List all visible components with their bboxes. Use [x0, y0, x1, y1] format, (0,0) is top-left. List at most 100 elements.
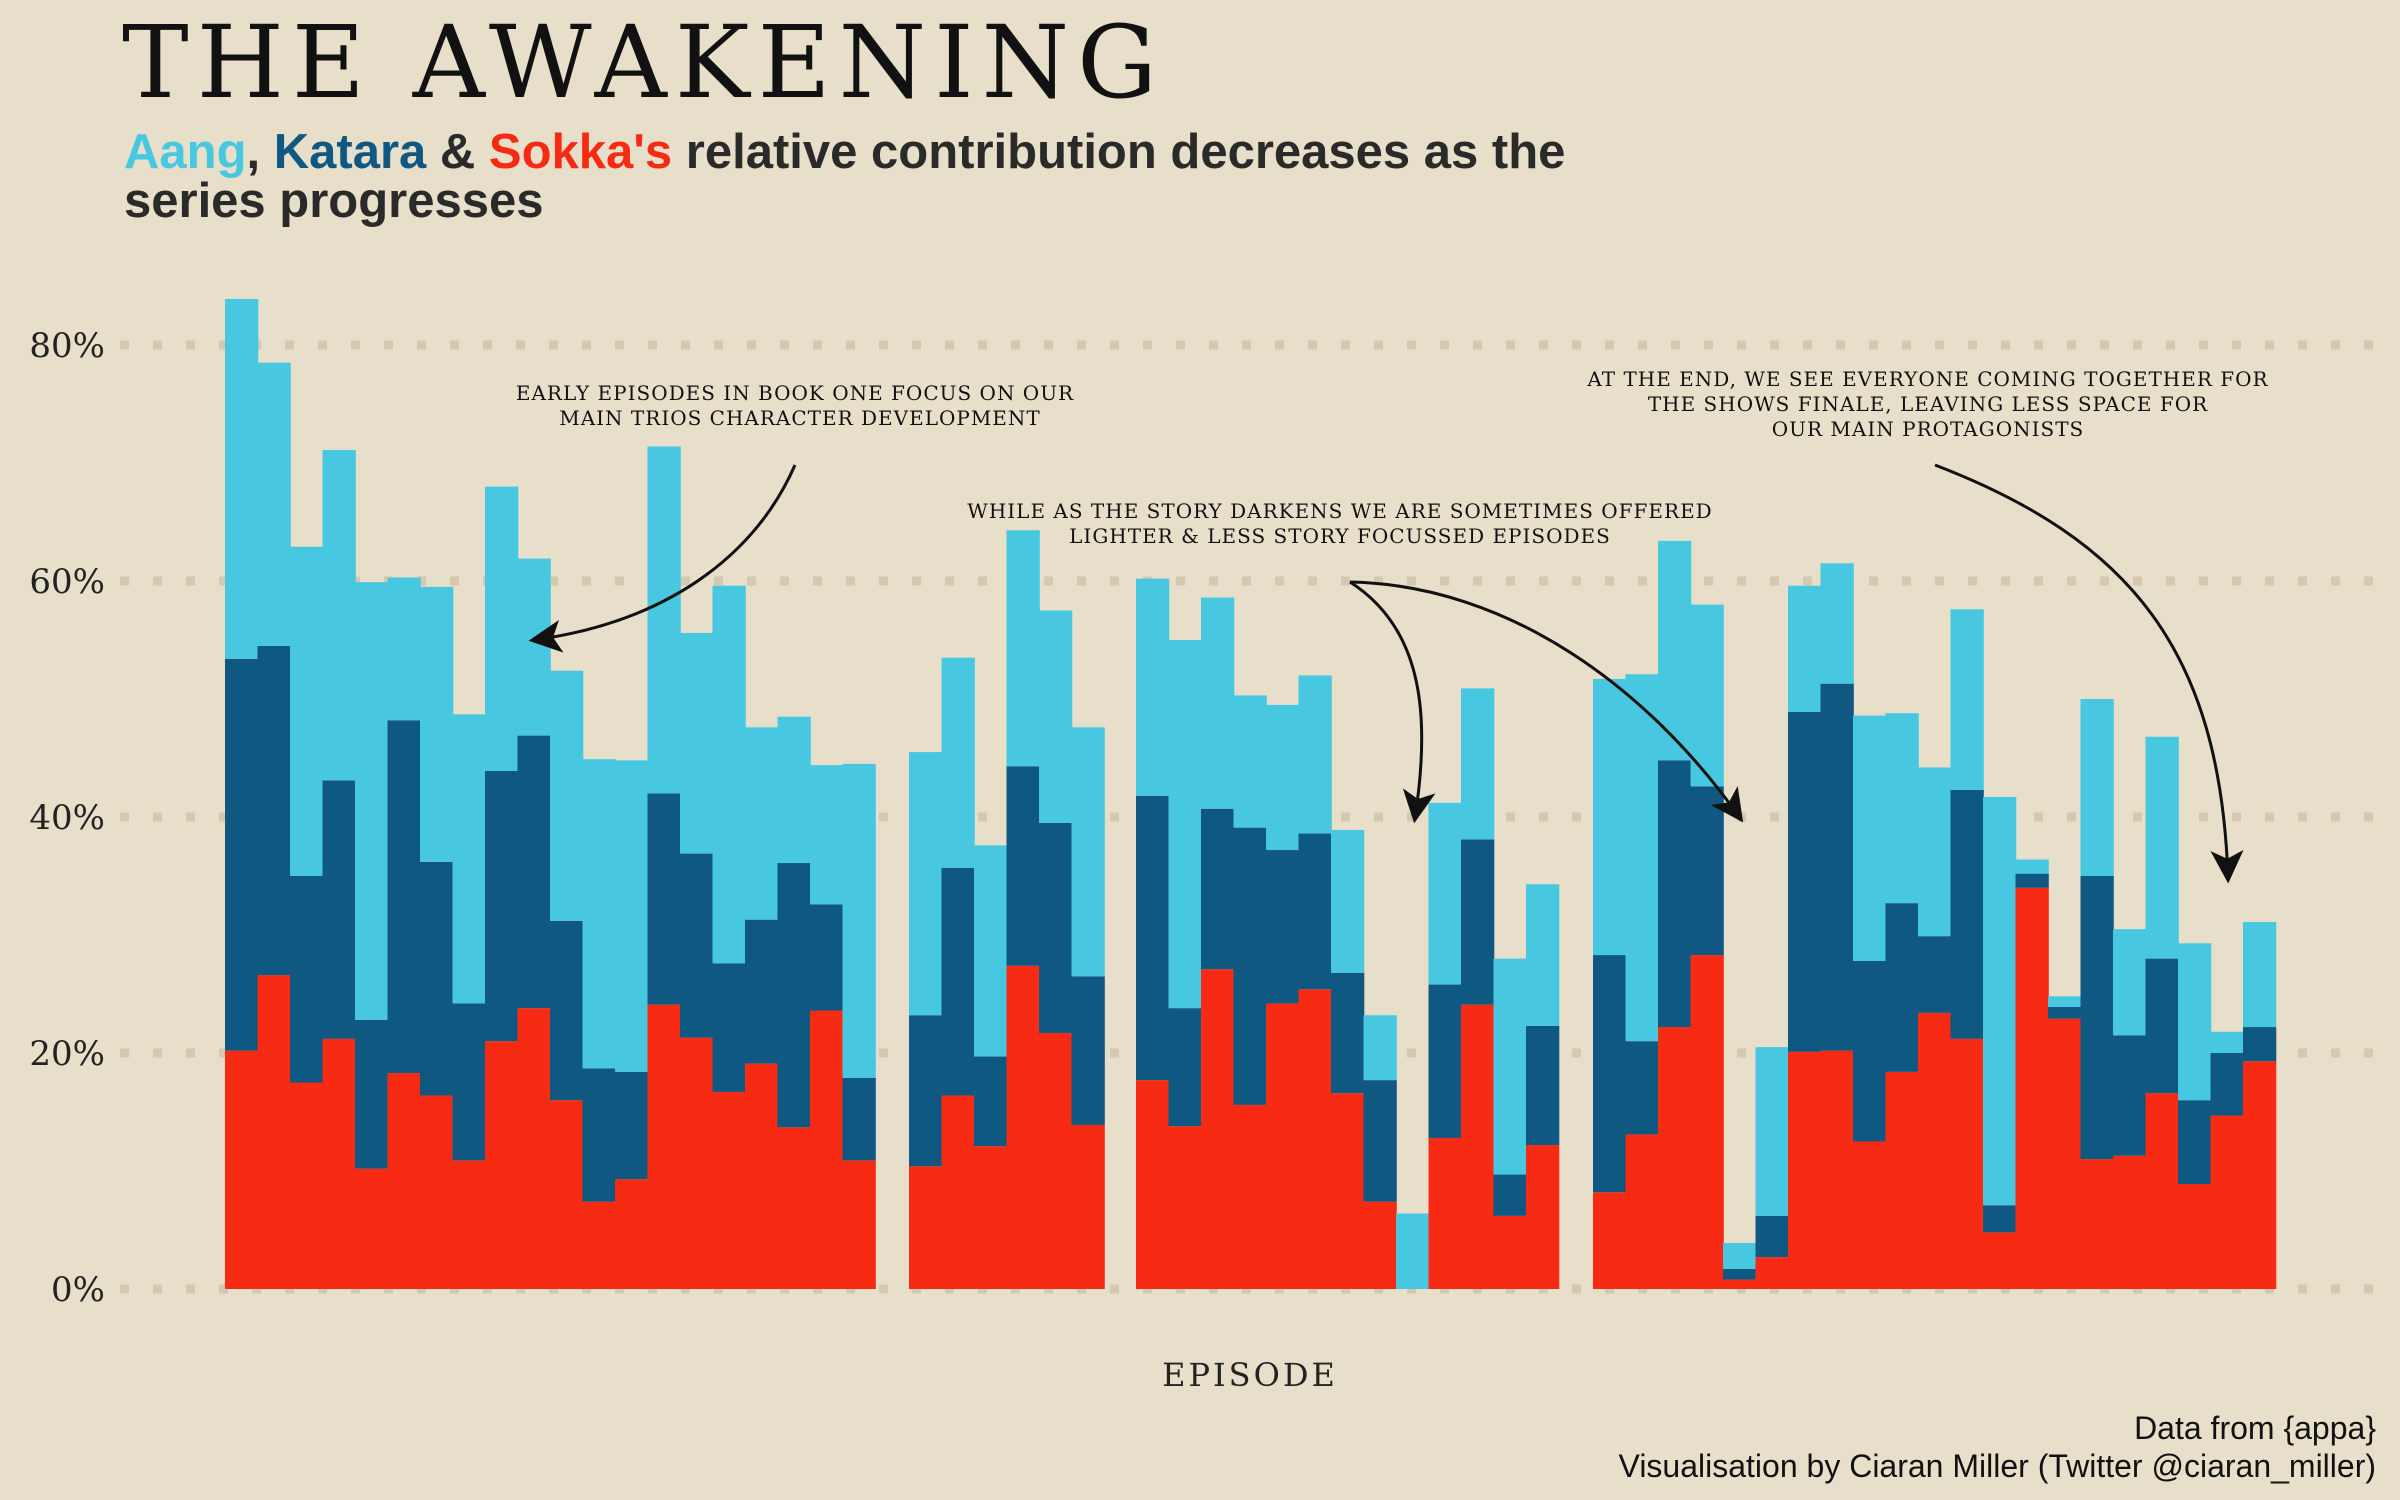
bar-segment-sokka [2080, 1159, 2114, 1289]
bar-segment-katara [290, 876, 324, 1083]
bar-segment-sokka [1006, 965, 1040, 1289]
bar-segment-sokka [1788, 1051, 1822, 1289]
bar-segment-sokka [2113, 1155, 2147, 1289]
bar-segment-aang [452, 714, 486, 1004]
bar-segment-katara [909, 1015, 943, 1167]
bar-segment-katara [1461, 839, 1495, 1005]
bar-segment-aang [1006, 530, 1040, 767]
bar-segment-katara [1526, 1025, 1560, 1146]
y-tick-label: 0% [51, 1270, 105, 1310]
bar-segment-aang [1690, 604, 1724, 787]
subtitle-sokka: Sokka's [488, 125, 673, 179]
subtitle-sep-1: , [246, 125, 274, 179]
bar-segment-katara [1853, 960, 1887, 1142]
bar-segment-sokka [745, 1063, 779, 1289]
bar-segment-katara [1331, 972, 1365, 1094]
bar-segment-katara [1658, 760, 1692, 1028]
chart-title: THE AWAKENING [122, 4, 1165, 121]
bar-segment-katara [452, 1003, 486, 1161]
bar-segment-katara [1428, 984, 1462, 1138]
bar-segment-katara [1983, 1205, 2017, 1233]
bar-segment-katara [974, 1056, 1008, 1147]
bar-segment-sokka [1461, 1004, 1495, 1289]
bar-segment-aang [485, 486, 519, 771]
credit-data-source: Data from {appa} [2134, 1410, 2376, 1446]
bar-segment-aang [745, 727, 779, 920]
bar-segment-aang [712, 585, 746, 964]
bar-segment-sokka [1820, 1050, 1854, 1289]
bar-segment-sokka [777, 1127, 811, 1289]
bar-segment-aang [2178, 943, 2212, 1101]
bar-group [1593, 540, 2277, 1289]
bar-segment-aang [1658, 540, 1692, 761]
bar-segment-sokka [712, 1091, 746, 1289]
bar-segment-aang [1526, 884, 1560, 1026]
x-axis-label: EPISODE [1162, 1356, 1338, 1394]
bar-segment-aang [290, 546, 324, 876]
bar-segment-sokka [1983, 1232, 2017, 1289]
bar-segment-aang [941, 657, 975, 868]
bar-segment-sokka [2210, 1115, 2244, 1289]
bar-segment-katara [550, 920, 584, 1101]
bar-segment-aang [2113, 929, 2147, 1036]
bar-segment-katara [2080, 876, 2114, 1160]
bar-segment-aang [1755, 1047, 1789, 1216]
bar-segment-sokka [647, 1004, 681, 1289]
bar-segment-sokka [290, 1082, 324, 1289]
bar-segment-sokka [1526, 1145, 1560, 1289]
bar-segment-aang [680, 632, 714, 854]
bar-segment-sokka [1136, 1080, 1170, 1289]
bar-segment-aang [1723, 1242, 1757, 1269]
bar-segment-sokka [1658, 1027, 1692, 1289]
bar-segment-aang [1396, 1213, 1430, 1289]
bar-segment-katara [1493, 1174, 1527, 1216]
annotation-story-darkens: WHILE AS THE STORY DARKENS WE ARE SOMETI… [967, 499, 1744, 824]
annotation-darkens-line-2: LIGHTER & LESS STORY FOCUSSED EPISODES [1069, 524, 1611, 548]
credits: Data from {appa} Visualisation by Ciaran… [1619, 1410, 2376, 1486]
bar-segment-katara [1918, 936, 1952, 1013]
bar-segment-sokka [941, 1095, 975, 1289]
bar-segment-sokka [2178, 1183, 2212, 1289]
bar-segment-sokka [387, 1073, 421, 1289]
bar-group [909, 530, 1105, 1289]
bar-segment-aang [647, 446, 681, 794]
bar-segment-katara [2210, 1053, 2244, 1116]
bar-segment-sokka [1918, 1012, 1952, 1289]
bar-segment-aang [1428, 802, 1462, 985]
bar-segment-aang [2210, 1031, 2244, 1053]
bar-segment-aang [1820, 563, 1854, 684]
bar-segment-aang [387, 577, 421, 721]
annotation-early-arrow [528, 464, 797, 653]
bar-segment-aang [842, 763, 876, 1078]
bar-group [1136, 578, 1560, 1289]
bar-segment-sokka [2243, 1061, 2277, 1289]
subtitle-rest: relative contribution decreases as the s… [124, 125, 1566, 228]
bar-segment-katara [615, 1071, 649, 1180]
bar-segment-aang [1363, 1015, 1397, 1081]
annotation-early-line-2: MAIN TRIOS CHARACTER DEVELOPMENT [559, 406, 1041, 430]
bar-segment-aang [582, 759, 616, 1069]
bar-segment-sokka [1363, 1201, 1397, 1289]
bar-segment-katara [517, 735, 551, 1009]
bar-segment-sokka [680, 1037, 714, 1289]
bar-segment-aang [517, 558, 551, 736]
bar-segment-katara [1006, 766, 1040, 966]
annotation-early-episodes: EARLY EPISODES IN BOOK ONE FOCUS ON OUR … [516, 381, 1073, 653]
bar-segment-aang [1039, 610, 1073, 823]
bar-segment-katara [647, 793, 681, 1005]
bar-segment-sokka [842, 1160, 876, 1289]
bar-segment-sokka [1428, 1137, 1462, 1289]
bar-segment-sokka [1266, 1003, 1300, 1289]
bars [225, 298, 2277, 1289]
annotation-finale-line-3: OUR MAIN PROTAGONISTS [1772, 417, 2084, 441]
bar-segment-katara [1266, 850, 1300, 1004]
annotation-finale-line-2: THE SHOWS FINALE, LEAVING LESS SPACE FOR [1648, 392, 2208, 416]
bar-segment-katara [1690, 786, 1724, 956]
bar-segment-aang [322, 450, 356, 781]
bar-segment-katara [1625, 1041, 1659, 1135]
chart-subtitle: Aang, Katara & Sokka's relative contribu… [124, 128, 1684, 226]
bar-segment-katara [941, 867, 975, 1096]
bar-segment-katara [2145, 958, 2179, 1094]
bar-segment-katara [712, 963, 746, 1092]
